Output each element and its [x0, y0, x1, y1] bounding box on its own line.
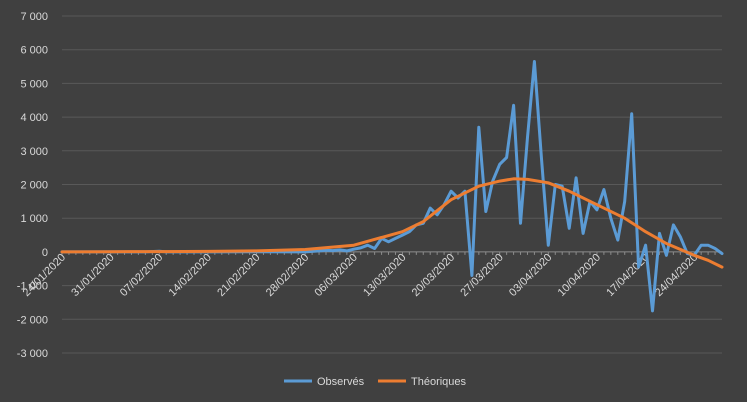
legend: Observés Théoriques [284, 376, 467, 388]
y-tick-label: 2 000 [20, 180, 48, 192]
y-tick-label: 4 000 [20, 112, 48, 124]
y-tick-label: 3 000 [20, 146, 48, 158]
y-tick-label: -1 000 [17, 281, 48, 293]
y-tick-label: 7 000 [20, 11, 48, 23]
y-tick-label: 0 [42, 247, 48, 259]
legend-label: Théoriques [411, 376, 467, 388]
series-line-1 [60, 177, 724, 269]
y-tick-label: 5 000 [20, 78, 48, 90]
y-tick-label: -2 000 [17, 314, 48, 326]
y-tick-label: -3 000 [17, 348, 48, 360]
legend-label: Observés [317, 376, 365, 388]
grid [61, 15, 723, 354]
series-line-0 [60, 60, 724, 313]
plot-area [60, 60, 724, 313]
y-axis: -3 000 -2 000 -1 000 0 1 000 2 000 3 000 4 000 5… [17, 11, 48, 360]
y-tick-label: 6 000 [20, 45, 48, 57]
y-tick-label: 1 000 [20, 213, 48, 225]
